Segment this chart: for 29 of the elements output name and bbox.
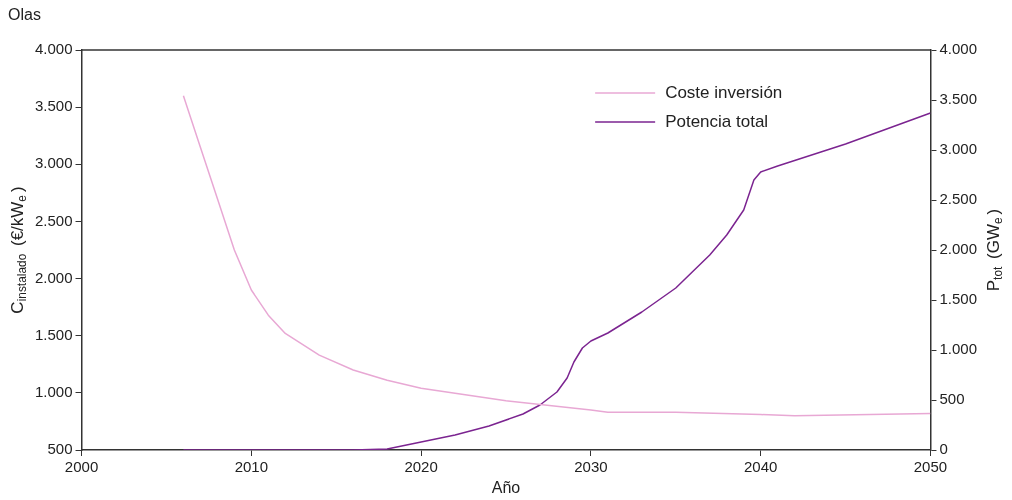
y2-tick-label: 1.000 xyxy=(939,340,978,358)
y-tick-label: 500 xyxy=(47,440,73,458)
y2-tick-label: 500 xyxy=(939,390,965,408)
y-tick-label: 4.000 xyxy=(34,40,73,58)
x-axis-title: Año xyxy=(491,479,521,497)
x-tick-label: 2030 xyxy=(574,458,608,476)
y-tick-label: 2.000 xyxy=(34,268,73,286)
y2-tick-label: 3.500 xyxy=(939,90,978,108)
y2-tick-label: 1.500 xyxy=(939,290,978,308)
y2-axis-title: Ptot (GWe) xyxy=(983,208,1006,292)
y2-tick-label: 2.500 xyxy=(939,190,978,208)
y-tick-label: 3.500 xyxy=(34,97,73,115)
legend-label: Coste inversión xyxy=(665,82,783,102)
legend-label: Potencia total xyxy=(665,111,769,131)
y-axis-title: Cinstalado (€/kWe) xyxy=(7,186,30,314)
chart-title: Olas xyxy=(8,6,41,24)
y-tick-label: 1.500 xyxy=(34,325,73,343)
x-tick-label: 2050 xyxy=(913,458,948,476)
y2-tick-label: 3.000 xyxy=(939,140,978,158)
y-tick-label: 2.500 xyxy=(34,211,73,229)
y2-tick-label: 0 xyxy=(939,440,948,458)
x-tick-label: 2040 xyxy=(743,458,778,476)
y2-tick-label: 2.000 xyxy=(939,240,978,258)
y2-tick-label: 4.000 xyxy=(939,40,978,58)
x-tick-label: 2000 xyxy=(64,458,99,476)
x-tick-label: 2020 xyxy=(404,458,438,476)
y-tick-label: 3.000 xyxy=(34,154,73,172)
x-tick-label: 2010 xyxy=(234,458,269,476)
y-tick-label: 1.000 xyxy=(34,383,73,400)
